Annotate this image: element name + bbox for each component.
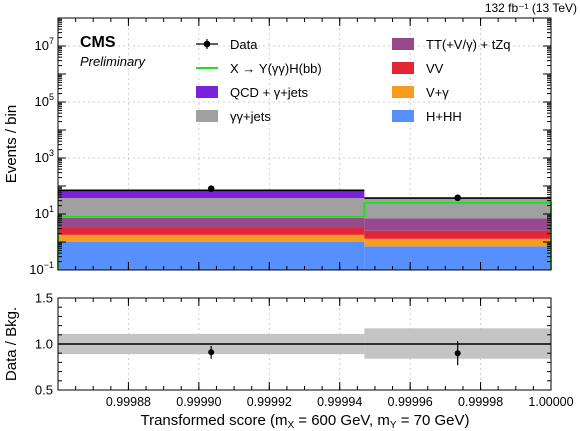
legend: Data X → Υ(γγ)H(bb) QCD + γ+jets γγ+jets TT(… [196, 37, 511, 124]
legend-item: QCD + γ+jets [196, 85, 309, 100]
status-label: Preliminary [80, 54, 147, 69]
ratio-y-tick-label: 1.0 [35, 337, 53, 352]
ratio-y-axis: 0.5 1.0 1.5 [35, 291, 551, 398]
data-points [207, 185, 461, 202]
legend-label: X → Υ(γγ)H(bb) [230, 61, 322, 76]
x-tick-label: 0.99998 [458, 395, 503, 409]
x-tick-label: 0.99996 [388, 395, 433, 409]
data-point [207, 185, 215, 193]
ratio-y-tick-label: 1.5 [35, 291, 53, 306]
main-y-tick-label: 101 [35, 204, 54, 221]
main-y-tick-label: 105 [35, 92, 54, 109]
stack-bar [58, 197, 365, 218]
stack-bar [364, 246, 551, 270]
legend-swatch [392, 86, 414, 98]
x-tick-label: 0.99994 [317, 395, 362, 409]
data-point [454, 194, 461, 202]
x-axis: 0.99988 0.99990 0.99992 0.99994 0.99996 0.999… [57, 298, 574, 409]
legend-item: TT(+V/γ) + tZq [392, 37, 511, 52]
legend-swatch [392, 62, 414, 74]
legend-label: TT(+V/γ) + tZq [426, 37, 511, 52]
legend-item: V+γ [392, 85, 449, 100]
ratio-point [454, 350, 461, 357]
legend-item: H+HH [392, 109, 462, 124]
main-x-tick-marks [57, 18, 552, 270]
stack-bar [58, 190, 365, 198]
legend-marker [203, 40, 211, 48]
x-tick-label: 1.00000 [528, 395, 573, 409]
x-axis-label: Transformed score (mX = 600 GeV, mY = 70… [140, 412, 469, 431]
legend-label: H+HH [426, 109, 462, 124]
legend-item: Data [196, 37, 258, 52]
legend-swatch [392, 110, 414, 122]
stack-bar [58, 227, 365, 235]
main-y-axis-label: Events / bin [3, 105, 20, 183]
legend-label: VV [426, 61, 444, 76]
stack-bar [364, 238, 551, 247]
main-y-axis: 10−1 101 103 105 107 [29, 18, 551, 277]
experiment-label: CMS [80, 34, 116, 51]
legend-label: V+γ [426, 85, 449, 100]
legend-swatch [196, 110, 218, 122]
x-tick-label: 0.99990 [176, 395, 221, 409]
stack-bar [58, 242, 365, 270]
stack-bar [364, 230, 551, 239]
main-y-tick-label: 10−1 [29, 260, 54, 277]
legend-label: Data [230, 37, 258, 52]
legend-item: VV [392, 61, 444, 76]
legend-label: QCD + γ+jets [230, 85, 309, 100]
x-tick-label: 0.99992 [247, 395, 292, 409]
ratio-point [208, 349, 215, 356]
stack-bar [364, 218, 551, 231]
main-panel-grid [58, 18, 552, 271]
legend-item: γγ+jets [196, 109, 271, 124]
legend-label: γγ+jets [230, 109, 271, 124]
stack-bar [58, 217, 365, 228]
x-tick-label: 0.99988 [106, 395, 151, 409]
stack-bar [364, 198, 551, 219]
ratio-data-points [208, 341, 461, 366]
legend-swatch [392, 38, 414, 50]
lumi-label: 132 fb⁻¹ (13 TeV) [485, 1, 577, 15]
main-y-tick-label: 107 [35, 36, 54, 53]
legend-item: X → Υ(γγ)H(bb) [196, 61, 322, 76]
legend-swatch [196, 86, 218, 98]
ratio-y-tick-label: 0.5 [35, 383, 53, 398]
ratio-y-axis-label: Data / Bkg. [3, 307, 20, 381]
main-y-tick-label: 103 [35, 148, 54, 165]
stack-bar [58, 234, 365, 242]
background-stack [58, 189, 551, 270]
